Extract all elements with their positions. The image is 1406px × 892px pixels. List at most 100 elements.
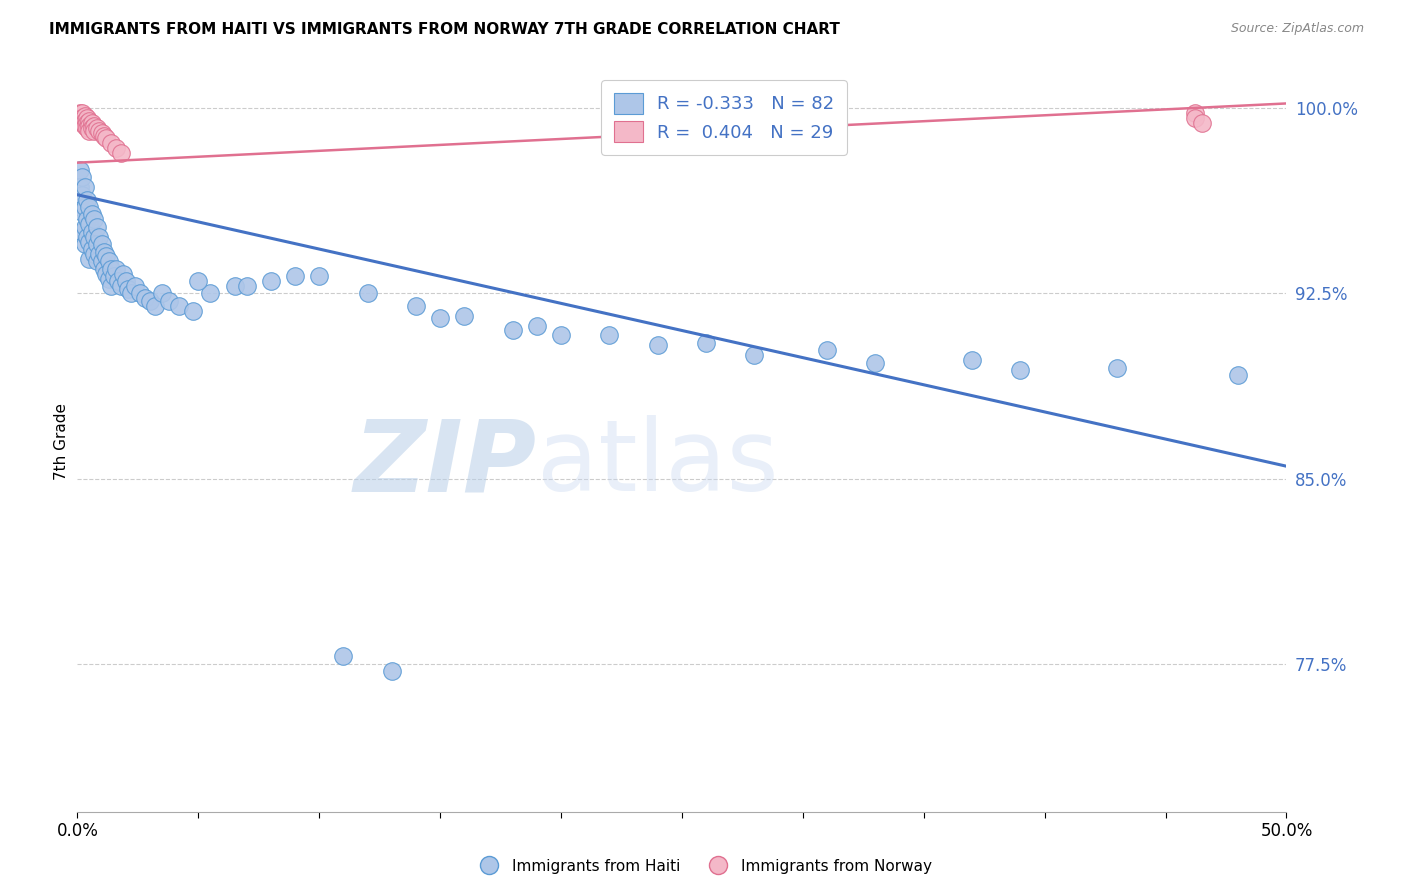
Point (526, 318, 548, 333)
Point (1184, 112, 1206, 126)
Point (87, 247, 110, 261)
Point (105, 141, 128, 155)
Point (105, 261, 128, 276)
Point (112, 267, 135, 281)
Point (83, 119, 105, 133)
Point (308, 269, 330, 284)
Point (70, 187, 93, 202)
Point (73, 237, 96, 252)
Point (114, 274, 136, 288)
Text: atlas: atlas (537, 416, 779, 512)
Point (80, 242, 103, 256)
Point (429, 311, 451, 326)
Point (86, 237, 108, 252)
Point (70, 205, 93, 219)
Point (598, 328, 620, 343)
Point (284, 269, 307, 284)
Point (79, 113, 101, 128)
Point (100, 279, 122, 293)
Point (647, 338, 669, 352)
Point (1191, 116, 1213, 130)
Point (86, 121, 108, 136)
Point (117, 281, 139, 295)
Point (80, 207, 103, 221)
Point (73, 113, 96, 128)
Point (79, 119, 101, 133)
Legend: Immigrants from Haiti, Immigrants from Norway: Immigrants from Haiti, Immigrants from N… (468, 853, 938, 880)
Point (695, 335, 717, 350)
Point (187, 274, 209, 288)
Point (1184, 106, 1206, 120)
Point (90, 254, 112, 268)
Point (865, 355, 887, 369)
Point (76, 193, 98, 207)
Point (356, 286, 378, 301)
Point (235, 279, 257, 293)
Point (83, 247, 105, 261)
Point (129, 286, 152, 301)
Point (100, 136, 122, 150)
Point (97, 254, 120, 268)
Point (69, 200, 91, 214)
Point (1227, 368, 1250, 382)
Point (73, 219, 96, 234)
Point (815, 343, 838, 358)
Point (124, 279, 146, 293)
Point (453, 309, 475, 323)
Point (110, 279, 132, 293)
Point (80, 121, 103, 136)
Point (70, 106, 93, 120)
Point (139, 293, 162, 308)
Point (96, 267, 118, 281)
Point (96, 131, 118, 145)
Point (103, 269, 125, 284)
Point (100, 261, 122, 276)
Point (120, 286, 142, 301)
Point (150, 286, 173, 301)
Legend: R = -0.333   N = 82, R =  0.404   N = 29: R = -0.333 N = 82, R = 0.404 N = 29 (602, 80, 846, 154)
Point (744, 348, 766, 362)
Point (86, 254, 108, 268)
Point (73, 119, 96, 133)
Point (70, 170, 93, 185)
Point (97, 271, 120, 285)
Point (93, 261, 115, 276)
Point (69, 163, 91, 178)
Point (79, 235, 101, 249)
Point (502, 323, 524, 337)
Point (76, 121, 98, 136)
Point (134, 292, 156, 306)
Point (110, 145, 132, 160)
Point (86, 219, 108, 234)
Point (79, 123, 101, 137)
Y-axis label: 7th Grade: 7th Grade (53, 403, 69, 480)
Point (1107, 360, 1129, 375)
Point (183, 303, 205, 318)
Point (69, 180, 91, 194)
Point (76, 116, 98, 130)
Point (79, 252, 101, 266)
Point (87, 229, 110, 244)
Point (157, 293, 180, 308)
Text: Source: ZipAtlas.com: Source: ZipAtlas.com (1230, 22, 1364, 36)
Point (80, 116, 103, 130)
Point (79, 218, 101, 232)
Point (76, 212, 98, 227)
Point (90, 237, 112, 252)
Point (1010, 363, 1032, 377)
Point (260, 274, 283, 288)
Text: IMMIGRANTS FROM HAITI VS IMMIGRANTS FROM NORWAY 7TH GRADE CORRELATION CHART: IMMIGRANTS FROM HAITI VS IMMIGRANTS FROM… (49, 22, 841, 37)
Point (73, 200, 96, 214)
Point (69, 106, 91, 120)
Point (93, 244, 115, 259)
Point (83, 212, 105, 227)
Point (96, 249, 118, 263)
Point (73, 180, 96, 194)
Point (90, 126, 112, 140)
Point (960, 353, 983, 368)
Point (332, 649, 354, 664)
Point (405, 299, 427, 313)
Point (224, 279, 246, 293)
Point (76, 112, 98, 126)
Point (381, 664, 404, 678)
